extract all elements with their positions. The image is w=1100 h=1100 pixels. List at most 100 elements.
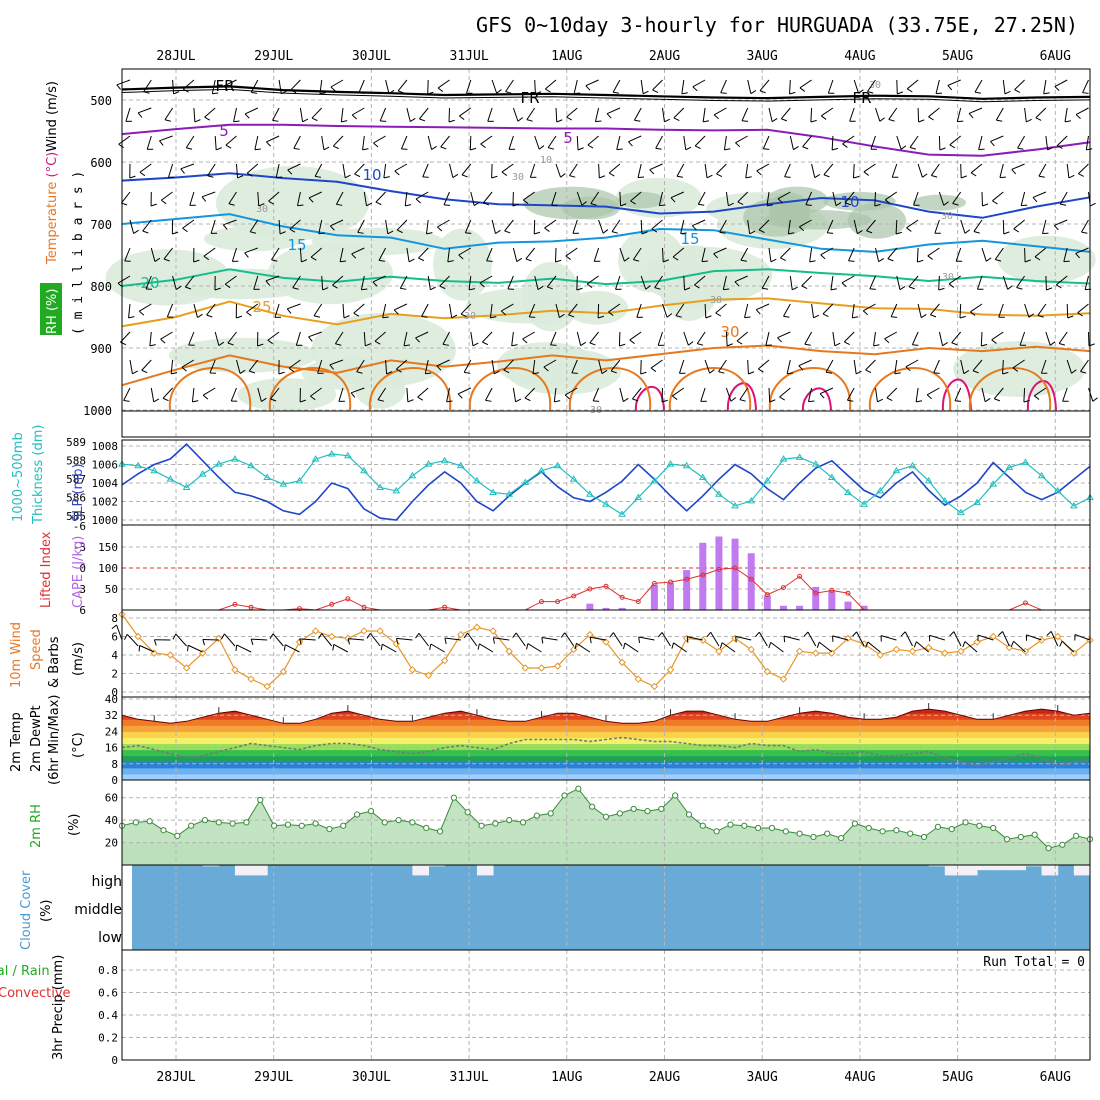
wind-barb-10m bbox=[816, 641, 820, 648]
wind-barb bbox=[287, 163, 301, 171]
wind-barb bbox=[377, 387, 387, 401]
wind-barb bbox=[207, 175, 214, 178]
wind-barb bbox=[655, 147, 662, 150]
wind-barb bbox=[212, 92, 219, 95]
wind-barb bbox=[811, 163, 816, 178]
wind-barb bbox=[525, 247, 536, 260]
wind-barb bbox=[1004, 90, 1011, 95]
wind-barb bbox=[257, 343, 264, 347]
wind-barb bbox=[204, 107, 216, 118]
wind-barb bbox=[495, 229, 501, 235]
wind-barb bbox=[616, 135, 621, 150]
wind-barb bbox=[244, 252, 249, 258]
temp-tick-label: 8 bbox=[111, 758, 118, 771]
wind-barb-10m bbox=[111, 624, 117, 630]
cape-bar bbox=[779, 605, 787, 610]
wind-barb bbox=[1038, 175, 1045, 178]
wind-barb bbox=[534, 79, 536, 95]
li-tick-label: 0 bbox=[79, 562, 86, 575]
rh2m-point bbox=[257, 796, 264, 804]
wind-barb-10m bbox=[332, 644, 335, 651]
wind-barb bbox=[491, 79, 498, 94]
wind-barb bbox=[873, 344, 880, 347]
wind-barb bbox=[995, 107, 1004, 121]
wind-barb bbox=[406, 247, 410, 262]
rh2m-point bbox=[934, 823, 941, 830]
wind-barb bbox=[354, 163, 365, 175]
wind-barb bbox=[758, 219, 770, 231]
wind-barb bbox=[548, 147, 555, 150]
wind-barb bbox=[544, 227, 550, 232]
wind-barb bbox=[851, 303, 855, 318]
wind-barb bbox=[197, 313, 203, 318]
wind-barb bbox=[897, 91, 904, 95]
wind-barb bbox=[1045, 135, 1049, 150]
cloud-gap bbox=[1041, 865, 1059, 876]
wind-barb bbox=[1067, 315, 1074, 319]
wind-barb bbox=[246, 303, 259, 313]
wind-ylabel-3: & Barbs bbox=[47, 636, 62, 688]
wind-barb bbox=[479, 282, 485, 288]
rh2m-point bbox=[1045, 845, 1052, 852]
wind-barb bbox=[443, 191, 450, 206]
wind-barb bbox=[120, 341, 127, 346]
wind-barb bbox=[287, 169, 293, 175]
wind-barb-10m bbox=[541, 637, 558, 641]
wind-barb bbox=[942, 342, 948, 347]
wind-barb-10m bbox=[560, 632, 566, 638]
wind-barb bbox=[935, 79, 940, 94]
wind-barb bbox=[436, 365, 442, 371]
wind-barb bbox=[545, 88, 551, 93]
thickness-point bbox=[295, 476, 304, 484]
rh2m-point bbox=[879, 828, 886, 835]
thickness-point bbox=[618, 510, 627, 517]
cape-ylabel-li: Lifted Index bbox=[39, 531, 54, 608]
wind-barb bbox=[683, 275, 686, 291]
wind-barb bbox=[170, 359, 174, 374]
wind-barb bbox=[265, 280, 271, 286]
wind-barb bbox=[218, 341, 225, 346]
upper-ylabel-rh: RH (%) bbox=[45, 289, 60, 334]
wind-barb bbox=[460, 313, 467, 318]
rh-contour-label: 10 bbox=[540, 155, 552, 166]
bottom-date-label: 30JUL bbox=[352, 1070, 391, 1085]
wind-barb bbox=[292, 275, 301, 289]
li-tick-label: 6 bbox=[79, 604, 86, 617]
wind-barb bbox=[568, 314, 575, 318]
wind-barb bbox=[849, 107, 855, 122]
wind-barb bbox=[750, 90, 757, 95]
wind-barb bbox=[550, 331, 557, 346]
wind-barb bbox=[672, 395, 678, 400]
temp-ylabel-unit: (°C) bbox=[71, 732, 86, 758]
wind-barb bbox=[568, 303, 578, 316]
wind-barb bbox=[1034, 256, 1041, 261]
wind-barb bbox=[858, 89, 864, 94]
isotherm-label: 10 bbox=[362, 166, 381, 184]
thickness-point bbox=[940, 496, 949, 504]
wind-barb bbox=[150, 387, 155, 402]
wind-barb bbox=[805, 191, 813, 205]
wind-barb bbox=[418, 247, 429, 259]
wind-barb bbox=[637, 176, 645, 179]
rh2m-point bbox=[990, 824, 997, 832]
wind-barb bbox=[857, 230, 863, 235]
wind-barb bbox=[188, 331, 195, 346]
wind-barb bbox=[807, 387, 813, 402]
thickness-point bbox=[957, 508, 965, 516]
wind-barb bbox=[663, 259, 669, 263]
isotherm-30-loop bbox=[968, 367, 1052, 411]
wind-barb bbox=[313, 303, 323, 317]
wind-barb bbox=[841, 275, 855, 284]
wind-barb bbox=[777, 337, 782, 343]
wind-barb bbox=[329, 225, 335, 231]
wind-barb-10m bbox=[783, 636, 786, 643]
li-point bbox=[748, 576, 754, 582]
rh2m-point bbox=[174, 832, 181, 839]
wind-barb bbox=[823, 163, 834, 176]
wind-barb bbox=[676, 163, 685, 177]
wind-barb bbox=[650, 359, 663, 369]
li-point bbox=[732, 565, 738, 571]
wind-barb bbox=[236, 315, 243, 319]
wind-barb bbox=[642, 90, 649, 95]
wind-barb bbox=[375, 191, 386, 203]
